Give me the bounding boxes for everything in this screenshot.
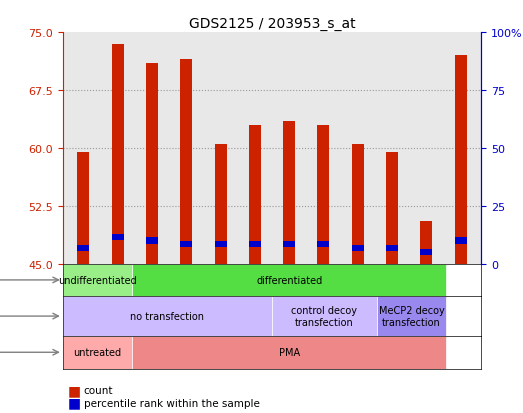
Text: ■: ■ xyxy=(68,383,81,397)
Bar xyxy=(283,121,295,264)
Bar xyxy=(351,145,363,264)
Bar xyxy=(386,152,398,264)
Bar xyxy=(146,238,158,244)
Text: no transfection: no transfection xyxy=(130,311,204,321)
FancyBboxPatch shape xyxy=(377,297,446,336)
Bar xyxy=(283,242,295,248)
Text: control decoy
transfection: control decoy transfection xyxy=(291,306,357,327)
FancyBboxPatch shape xyxy=(63,336,132,369)
FancyBboxPatch shape xyxy=(63,264,132,297)
FancyBboxPatch shape xyxy=(63,297,272,336)
Text: differentiated: differentiated xyxy=(256,275,323,285)
Text: percentile rank within the sample: percentile rank within the sample xyxy=(84,398,259,408)
Bar xyxy=(111,45,123,264)
Bar xyxy=(317,242,329,248)
Bar xyxy=(420,222,433,264)
Bar xyxy=(77,152,89,264)
Bar xyxy=(420,249,433,256)
Bar xyxy=(77,245,89,252)
Bar xyxy=(317,126,329,264)
Text: undifferentiated: undifferentiated xyxy=(58,275,137,285)
Bar xyxy=(454,56,467,264)
Bar xyxy=(214,145,226,264)
Text: MeCP2 decoy
transfection: MeCP2 decoy transfection xyxy=(379,306,445,327)
FancyBboxPatch shape xyxy=(132,336,446,369)
Text: PMA: PMA xyxy=(279,347,300,357)
Bar xyxy=(249,126,261,264)
Title: GDS2125 / 203953_s_at: GDS2125 / 203953_s_at xyxy=(189,17,355,31)
Text: count: count xyxy=(84,385,113,395)
Bar xyxy=(180,242,192,248)
Bar xyxy=(180,60,192,264)
Bar xyxy=(146,64,158,264)
Bar xyxy=(386,245,398,252)
Bar xyxy=(454,238,467,244)
Text: ■: ■ xyxy=(68,396,81,410)
Bar xyxy=(351,245,363,252)
FancyBboxPatch shape xyxy=(132,264,446,297)
Bar xyxy=(249,242,261,248)
Bar xyxy=(111,234,123,240)
Text: untreated: untreated xyxy=(74,347,122,357)
Bar xyxy=(214,242,226,248)
FancyBboxPatch shape xyxy=(272,297,377,336)
